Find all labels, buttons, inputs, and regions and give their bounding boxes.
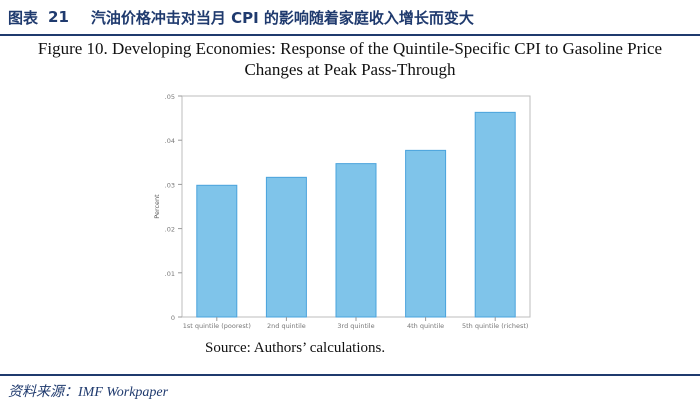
figure-title-line-1: Figure 10. Developing Economies: Respons… — [37, 39, 663, 58]
y-tick-label: .05 — [165, 93, 175, 101]
x-tick-label: 1st quintile (poorest) — [183, 322, 251, 330]
bar — [196, 184, 238, 318]
header-text: 汽油价格冲击对当月 CPI 的影响随着家庭收入增长而变大 — [90, 8, 474, 27]
y-tick-label: .03 — [165, 181, 175, 189]
y-tick-label: .04 — [165, 137, 175, 145]
x-tick-label: 4th quintile — [407, 322, 444, 330]
x-tick-label: 3rd quintile — [337, 322, 374, 330]
bar — [474, 111, 516, 318]
source-note: Source: Authors’ calculations. — [205, 340, 386, 356]
x-tick-label: 5th quintile (richest) — [462, 322, 528, 330]
figure-header: 图表 21 汽油价格冲击对当月 CPI 的影响随着家庭收入增长而变大 — [0, 0, 700, 34]
footer-rule — [0, 374, 700, 376]
footer-source: 资料来源：IMF Workpaper — [8, 385, 169, 400]
figure-title: Figure 10. Developing Economies: Respons… — [0, 38, 700, 80]
x-tick-label: 2nd quintile — [267, 322, 306, 330]
header-label: 图表 — [8, 8, 39, 27]
y-tick-label: .02 — [165, 226, 175, 234]
y-tick-label: 0 — [171, 314, 175, 322]
bar — [265, 176, 307, 318]
bar — [335, 163, 377, 318]
figure-title-line-2: Changes at Peak Pass-Through — [244, 60, 456, 79]
header-rule — [0, 34, 700, 36]
bar — [405, 149, 447, 318]
header-number: 21 — [48, 8, 69, 26]
y-axis-label: Percent — [153, 194, 161, 219]
y-tick-label: .01 — [165, 270, 175, 278]
